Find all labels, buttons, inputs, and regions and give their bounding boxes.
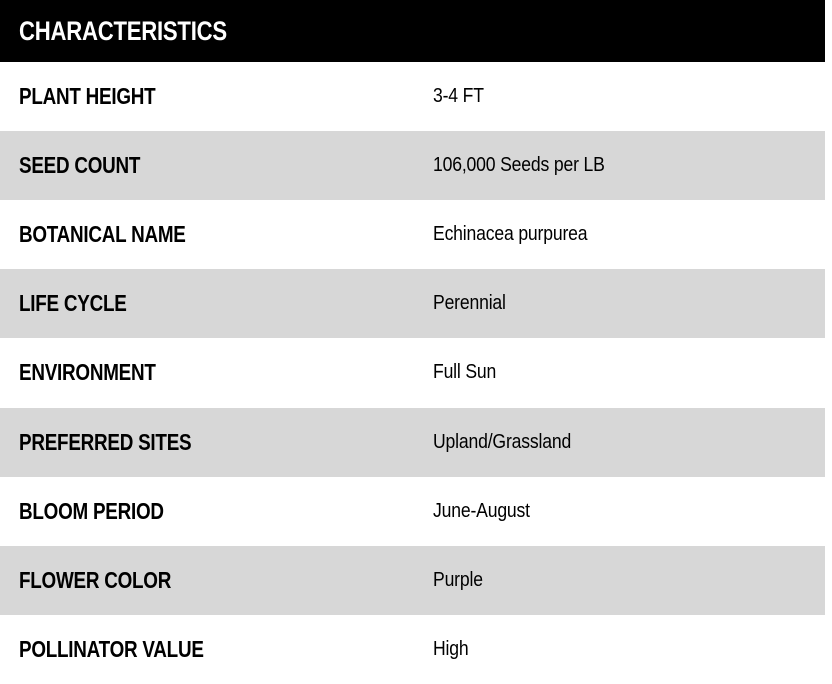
row-label: POLLINATOR VALUE <box>19 635 204 662</box>
row-value-cell: Purple <box>433 569 825 592</box>
table-row: BOTANICAL NAME Echinacea purpurea <box>0 200 825 270</box>
row-value: Purple <box>433 568 483 591</box>
row-label-cell: PREFERRED SITES <box>0 429 433 456</box>
row-value: Echinacea purpurea <box>433 223 588 246</box>
table-row: ENVIRONMENT Full Sun <box>0 338 825 408</box>
row-label: SEED COUNT <box>19 152 141 179</box>
row-value-cell: June-August <box>433 500 825 523</box>
row-value: Full Sun <box>433 361 497 384</box>
row-value: 3-4 FT <box>433 85 484 108</box>
row-value-cell: 106,000 Seeds per LB <box>433 154 825 177</box>
row-value-cell: Perennial <box>433 292 825 315</box>
row-value: June-August <box>433 499 530 522</box>
row-value-cell: Full Sun <box>433 361 825 384</box>
row-value: High <box>433 637 469 660</box>
row-label-cell: LIFE CYCLE <box>0 290 433 317</box>
row-label-cell: BOTANICAL NAME <box>0 221 433 248</box>
row-label: ENVIRONMENT <box>19 359 156 386</box>
table-row: PLANT HEIGHT 3-4 FT <box>0 62 825 132</box>
table-row: PREFERRED SITES Upland/Grassland <box>0 407 825 477</box>
row-label-cell: BLOOM PERIOD <box>0 498 433 525</box>
table-row: SEED COUNT 106,000 Seeds per LB <box>0 131 825 201</box>
row-label-cell: ENVIRONMENT <box>0 359 433 386</box>
section-title: CHARACTERISTICS <box>19 15 227 46</box>
table-body: PLANT HEIGHT 3-4 FT SEED COUNT 106,000 S… <box>0 62 832 684</box>
row-label: LIFE CYCLE <box>19 290 127 317</box>
row-value: Perennial <box>433 292 506 315</box>
row-label-cell: POLLINATOR VALUE <box>0 636 433 663</box>
row-value: 106,000 Seeds per LB <box>433 154 605 177</box>
row-value-cell: Upland/Grassland <box>433 431 825 454</box>
table-row: BLOOM PERIOD June-August <box>0 476 825 546</box>
table-row: FLOWER COLOR Purple <box>0 545 825 615</box>
row-label: FLOWER COLOR <box>19 566 172 593</box>
row-label-cell: PLANT HEIGHT <box>0 83 433 110</box>
row-label-cell: SEED COUNT <box>0 152 433 179</box>
table-row: LIFE CYCLE Perennial <box>0 269 825 339</box>
table-row: POLLINATOR VALUE High <box>0 614 825 684</box>
row-value-cell: 3-4 FT <box>433 85 825 108</box>
row-value-cell: Echinacea purpurea <box>433 223 825 246</box>
row-label-cell: FLOWER COLOR <box>0 567 433 594</box>
row-label: PLANT HEIGHT <box>19 83 156 110</box>
row-label: BLOOM PERIOD <box>19 497 164 524</box>
row-label: BOTANICAL NAME <box>19 221 186 248</box>
characteristics-header: CHARACTERISTICS <box>0 0 825 62</box>
row-value: Upland/Grassland <box>433 430 572 453</box>
row-label: PREFERRED SITES <box>19 428 192 455</box>
row-value-cell: High <box>433 638 825 661</box>
